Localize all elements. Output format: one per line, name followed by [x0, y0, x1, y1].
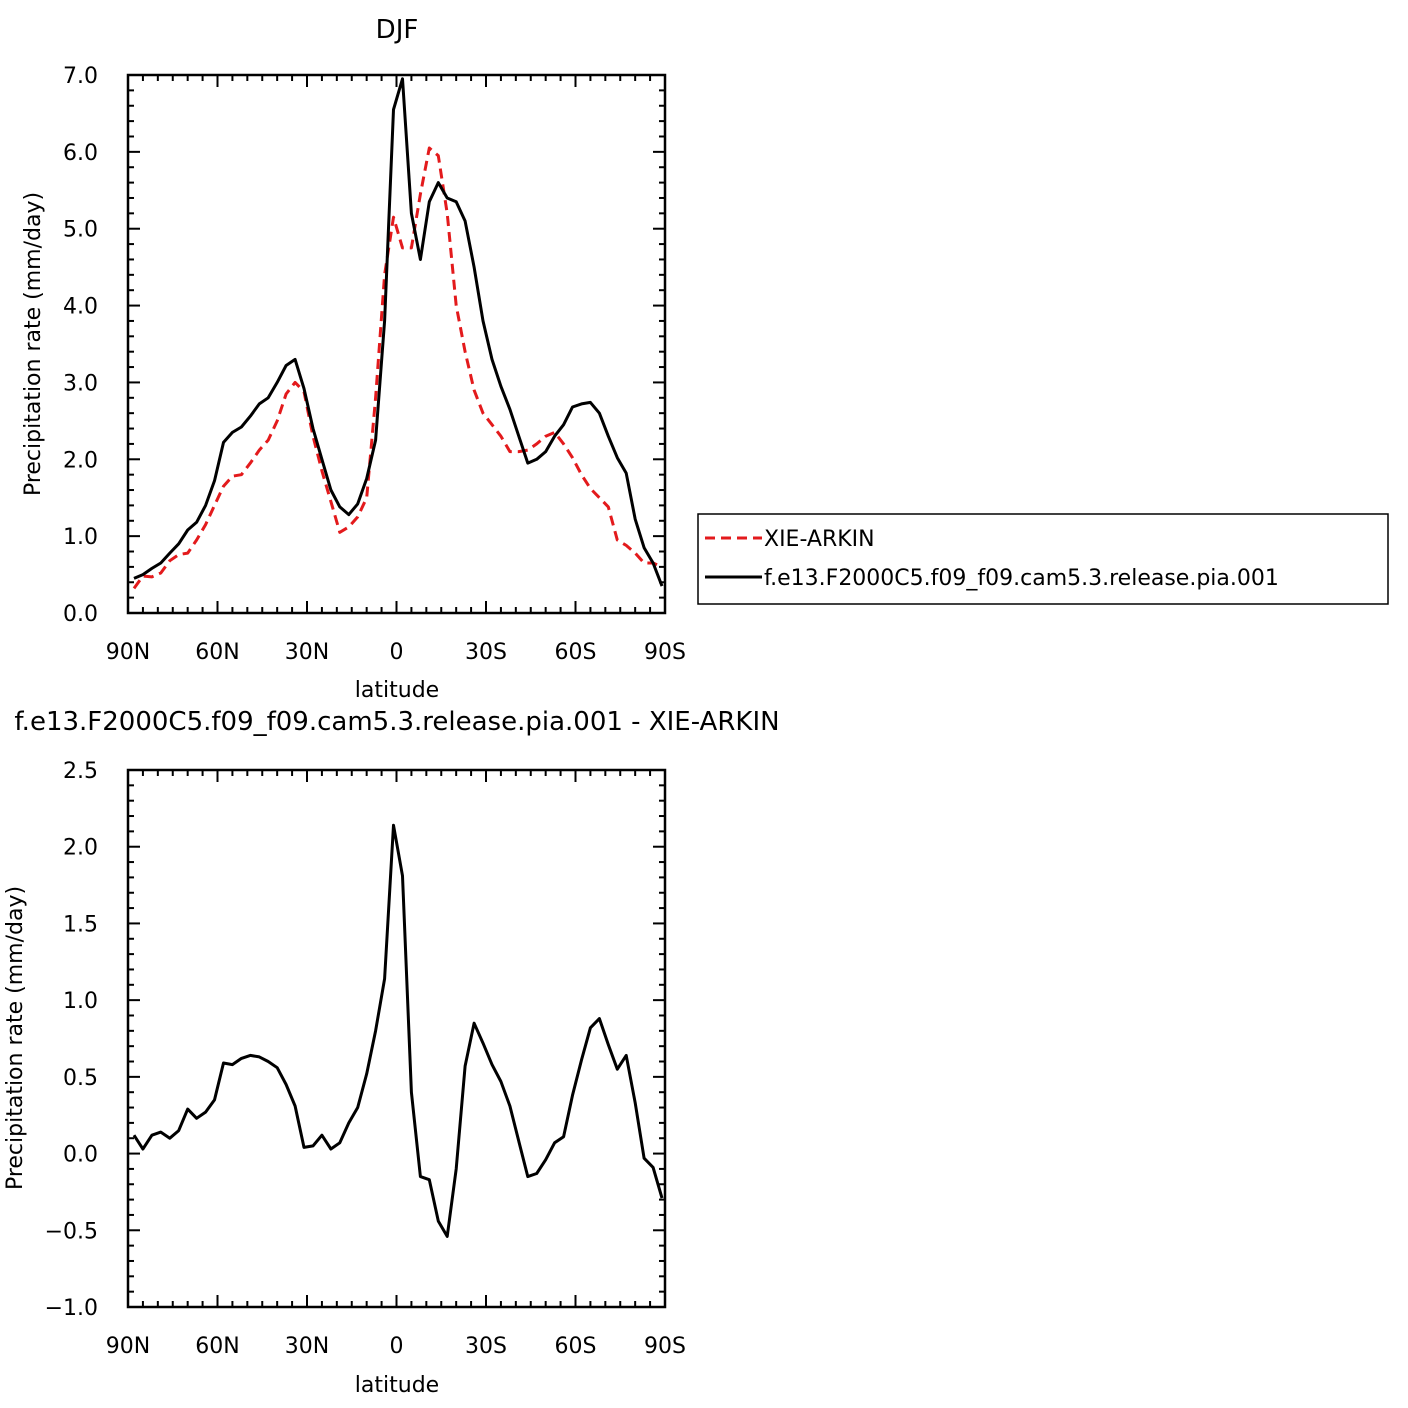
- tick-layer: 90N 60N 30N 0 30S 60S 90S 0.0 1.0 2.0 3.0 4.0 5.0 6.0…: [63, 64, 686, 665]
- y-tick-label: 4.0: [63, 295, 98, 320]
- x-tick-label: 60S: [555, 640, 597, 665]
- x-tick-label: 30S: [465, 640, 507, 665]
- series-line-1: [132, 823, 664, 1238]
- x-axis-title: latitude: [355, 678, 439, 703]
- y-tick-label: 0.0: [63, 1143, 98, 1168]
- y-tick-label: 7.0: [63, 64, 98, 89]
- y-tick-label: 1.0: [63, 989, 98, 1014]
- x-tick-label: 90S: [644, 640, 686, 665]
- y-tick-label: 1.5: [63, 912, 98, 937]
- y-tick-label: 2.5: [63, 759, 98, 784]
- y-tick-label: −1.0: [45, 1296, 98, 1321]
- x-tick-label: 30N: [285, 1334, 329, 1359]
- line-layer: [132, 823, 664, 1238]
- x-tick-label: 30S: [465, 1334, 507, 1359]
- x-tick-label: 90N: [106, 640, 150, 665]
- y-axis-title: Precipitation rate (mm/day): [21, 192, 46, 496]
- y-tick-label: 1.0: [63, 525, 98, 550]
- line-layer: [132, 77, 664, 590]
- x-tick-label: 60N: [195, 1334, 239, 1359]
- y-tick-label: −0.5: [45, 1219, 98, 1244]
- legend-label-xie-arkin: XIE-ARKIN: [764, 527, 875, 552]
- legend: XIE-ARKIN f.e13.F2000C5.f09_f09.cam5.3.r…: [697, 513, 1389, 605]
- tick-layer: 90N 60N 30N 0 30S 60S 90S −1.0 −0.5 0.0 0.5 1.0 1.5 2…: [45, 759, 686, 1359]
- plot-frame: [126, 73, 667, 615]
- djf-panel: DJF 90N 60N 30N 0 30S 60S 90S 0.0 1.0 2.0 3.0 4.0 5.…: [21, 15, 1389, 703]
- y-tick-label: 5.0: [63, 218, 98, 243]
- x-tick-label: 90S: [644, 1334, 686, 1359]
- y-tick-label: 0.5: [63, 1066, 98, 1091]
- y-tick-label: 0.0: [63, 602, 98, 627]
- series-line-1: [132, 146, 663, 590]
- y-tick-label: 2.0: [63, 836, 98, 861]
- y-tick-label: 6.0: [63, 141, 98, 166]
- x-tick-label: 0: [390, 1334, 404, 1359]
- plot-title: DJF: [376, 15, 419, 45]
- x-tick-label: 90N: [106, 1334, 150, 1359]
- y-axis-title: Precipitation rate (mm/day): [3, 886, 28, 1190]
- x-axis-title: latitude: [355, 1373, 439, 1398]
- y-tick-label: 2.0: [63, 448, 98, 473]
- x-tick-label: 30N: [285, 640, 329, 665]
- series-line-2: [133, 77, 664, 587]
- difference-panel: f.e13.F2000C5.f09_f09.cam5.3.release.pia…: [3, 707, 780, 1398]
- y-tick-label: 3.0: [63, 371, 98, 396]
- x-tick-label: 60S: [555, 1334, 597, 1359]
- plot-title: f.e13.F2000C5.f09_f09.cam5.3.release.pia…: [14, 707, 779, 737]
- legend-frame: [697, 513, 1389, 605]
- x-tick-label: 60N: [195, 640, 239, 665]
- legend-label-model: f.e13.F2000C5.f09_f09.cam5.3.release.pia…: [764, 566, 1279, 591]
- x-tick-label: 0: [390, 640, 404, 665]
